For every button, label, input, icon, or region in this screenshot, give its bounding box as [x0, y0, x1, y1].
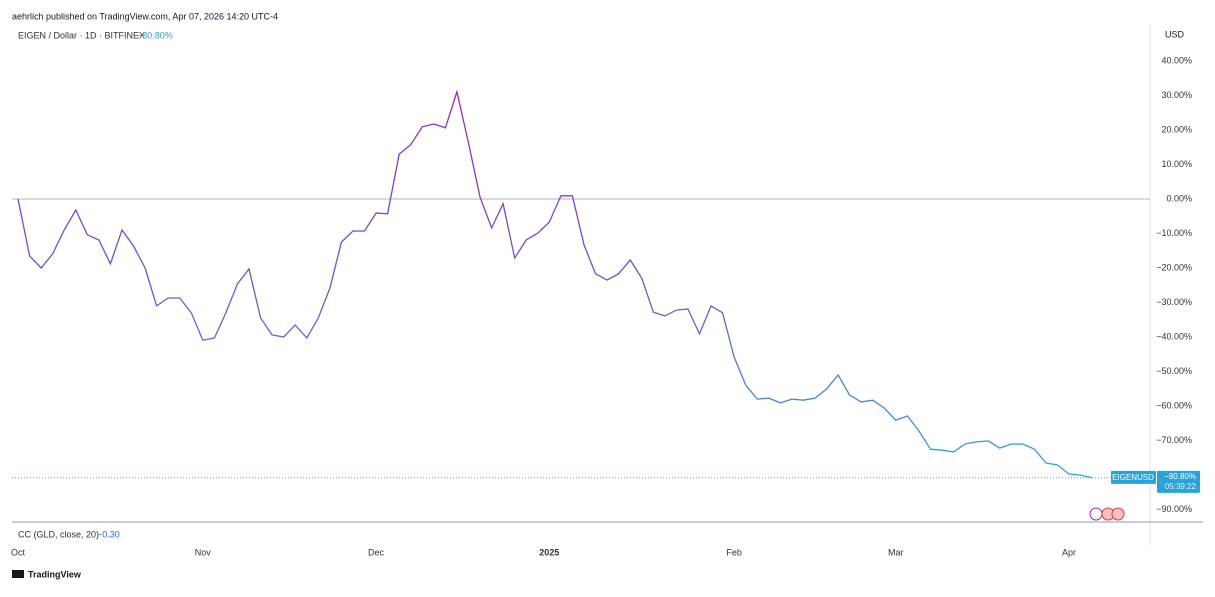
x-tick-label: Apr — [1062, 547, 1076, 557]
symbol-tag-label: EIGENUSD — [1112, 473, 1154, 482]
brand-logo — [12, 570, 24, 578]
x-tick-label: 2025 — [539, 547, 559, 557]
brand: TradingView — [28, 569, 82, 579]
flags — [1089, 507, 1125, 521]
x-tick-label: Oct — [11, 547, 26, 557]
indicator-label: CC (GLD, close, 20) — [18, 529, 99, 539]
price-line — [17, 89, 1093, 479]
x-tick-label: Feb — [726, 547, 742, 557]
y-tick-label: −90.00% — [1156, 504, 1192, 514]
price-tag-value: −80.80% — [1164, 472, 1196, 481]
flag-icon — [1111, 507, 1125, 521]
x-tick-label: Dec — [368, 547, 385, 557]
y-tick-label: −60.00% — [1156, 400, 1192, 410]
y-tick-label: 30.00% — [1161, 90, 1192, 100]
y-tick-label: −70.00% — [1156, 435, 1192, 445]
legend-value: −80.80% — [137, 30, 173, 40]
symbol-legend: EIGEN / Dollar · 1D · BITFINEX — [18, 30, 145, 40]
y-tick-label: 20.00% — [1161, 124, 1192, 134]
y-tick-label: 10.00% — [1161, 159, 1192, 169]
y-tick-label: −30.00% — [1156, 297, 1192, 307]
x-tick-label: Mar — [888, 547, 904, 557]
y-tick-label: −40.00% — [1156, 331, 1192, 341]
x-tick-label: Nov — [195, 547, 212, 557]
y-tick-label: −20.00% — [1156, 262, 1192, 272]
y-tick-label: −10.00% — [1156, 228, 1192, 238]
indicator-value: −0.30 — [97, 529, 120, 539]
currency-label: USD — [1165, 29, 1185, 39]
y-tick-label: 0.00% — [1166, 193, 1192, 203]
symbol-tag — [1111, 470, 1156, 484]
y-tick-label: 40.00% — [1161, 55, 1192, 65]
publish-header: aehrlich published on TradingView.com, A… — [12, 11, 278, 21]
y-tick-label: −50.00% — [1156, 366, 1192, 376]
flag-icon — [1089, 507, 1103, 521]
price-tag — [1157, 470, 1200, 493]
price-tag-countdown: 05:39:22 — [1165, 482, 1197, 491]
